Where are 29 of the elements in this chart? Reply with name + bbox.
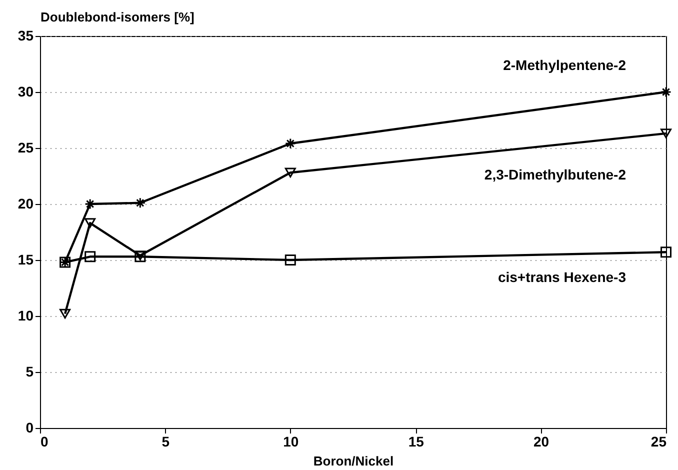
y-axis-title: Doublebond-isomers [%] xyxy=(40,10,194,24)
x-axis-title: Boron/Nickel xyxy=(313,454,394,468)
point xyxy=(660,246,672,258)
point xyxy=(660,128,672,138)
series-label: 2-Methylpentene-2 xyxy=(503,57,626,73)
point xyxy=(84,251,96,262)
x-tick-label: 20 xyxy=(534,434,550,450)
y-tick-label: 0 xyxy=(26,420,34,436)
point xyxy=(284,254,296,266)
x-tick-label: 25 xyxy=(650,434,667,450)
point xyxy=(284,138,296,150)
y-tick-label: 35 xyxy=(18,28,34,44)
x-tick-label: 15 xyxy=(408,434,424,450)
series-label: 2,3-Dimethylbutene-2 xyxy=(484,166,626,182)
point xyxy=(660,86,672,98)
y-tick-label: 15 xyxy=(18,252,34,268)
x-tick-label: 5 xyxy=(162,434,170,450)
point xyxy=(284,168,296,178)
y-tick-label: 10 xyxy=(18,308,34,324)
y-tick-label: 20 xyxy=(18,196,34,212)
y-tick-label: 5 xyxy=(26,364,34,380)
y-tick-label: 25 xyxy=(18,140,34,156)
x-tick-label: 10 xyxy=(283,434,299,450)
point xyxy=(84,218,96,228)
series-label: cis+trans Hexene-3 xyxy=(498,269,626,286)
point xyxy=(134,197,146,208)
y-tick-label: 30 xyxy=(18,84,34,100)
x-tick-label: 0 xyxy=(40,434,48,450)
point xyxy=(60,308,71,319)
